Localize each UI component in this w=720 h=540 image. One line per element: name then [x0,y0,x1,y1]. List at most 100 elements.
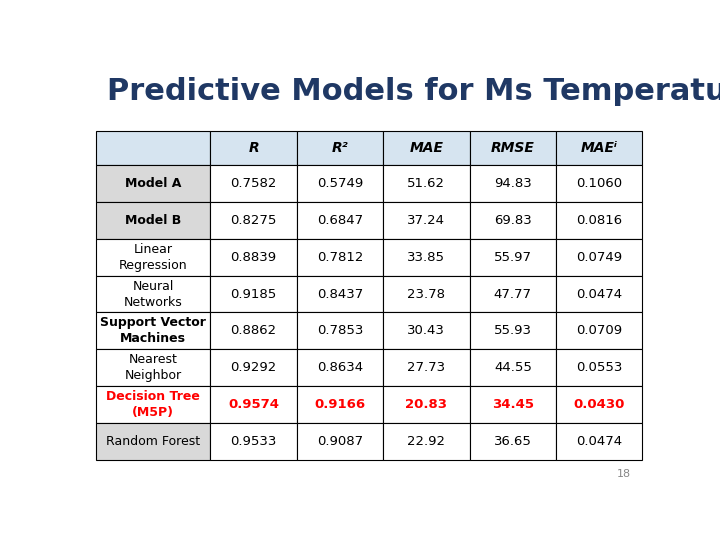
Text: MAEⁱ: MAEⁱ [581,141,618,155]
Bar [556,239,642,275]
Bar [297,202,383,239]
Text: R²: R² [332,141,348,155]
Text: 0.8862: 0.8862 [230,325,276,338]
Text: 0.0816: 0.0816 [576,214,622,227]
Bar [96,202,210,239]
Bar [297,275,383,313]
Bar [297,313,383,349]
Bar [556,275,642,313]
Bar [383,239,469,275]
Text: 44.55: 44.55 [494,361,532,374]
Bar [297,423,383,460]
Text: 20.83: 20.83 [405,398,447,411]
Text: 0.0474: 0.0474 [576,435,622,448]
Bar [383,275,469,313]
Bar [556,313,642,349]
Text: 0.9533: 0.9533 [230,435,276,448]
Text: 0.0430: 0.0430 [574,398,625,411]
Text: Support Vector
Machines: Support Vector Machines [100,316,206,346]
Bar [383,349,469,386]
Text: Model A: Model A [125,177,181,190]
Text: 0.9166: 0.9166 [315,398,366,411]
Text: 0.9087: 0.9087 [317,435,363,448]
Text: 0.9292: 0.9292 [230,361,276,374]
Bar [556,423,642,460]
Bar [469,349,556,386]
Bar [210,275,297,313]
Text: Predictive Models for Ms Temperature: Predictive Models for Ms Temperature [107,77,720,106]
Bar [469,165,556,202]
Text: 34.45: 34.45 [492,398,534,411]
Bar [297,386,383,423]
Text: 0.6847: 0.6847 [317,214,363,227]
Text: 0.8634: 0.8634 [317,361,363,374]
Bar [210,313,297,349]
Bar [96,423,210,460]
Bar [96,313,210,349]
Bar [383,131,469,165]
Bar [96,275,210,313]
Text: Nearest
Neighbor: Nearest Neighbor [125,353,181,382]
Text: 94.83: 94.83 [494,177,531,190]
Bar [383,165,469,202]
Text: 33.85: 33.85 [408,251,446,264]
Bar [383,313,469,349]
Bar [469,386,556,423]
Bar [297,131,383,165]
Bar [556,349,642,386]
Text: RMSE: RMSE [491,141,535,155]
Bar [96,386,210,423]
Bar [96,131,210,165]
Text: 37.24: 37.24 [408,214,446,227]
Text: 36.65: 36.65 [494,435,532,448]
Text: 30.43: 30.43 [408,325,446,338]
Text: 0.7582: 0.7582 [230,177,276,190]
Text: 0.7853: 0.7853 [317,325,363,338]
Text: 51.62: 51.62 [408,177,446,190]
Text: 18: 18 [617,469,631,478]
Text: 69.83: 69.83 [494,214,531,227]
Text: 0.1060: 0.1060 [576,177,622,190]
Bar [210,165,297,202]
Text: Random Forest: Random Forest [106,435,200,448]
Text: 0.7812: 0.7812 [317,251,363,264]
Bar [210,423,297,460]
Bar [469,202,556,239]
Bar [210,202,297,239]
Bar [556,386,642,423]
Bar [383,423,469,460]
Bar [469,275,556,313]
Bar [297,165,383,202]
Text: 0.0474: 0.0474 [576,287,622,301]
Text: Neural
Networks: Neural Networks [124,280,182,308]
Text: Decision Tree
(M5P): Decision Tree (M5P) [106,390,200,419]
Text: 55.97: 55.97 [494,251,532,264]
Text: Model B: Model B [125,214,181,227]
Bar [556,131,642,165]
Bar [210,131,297,165]
Text: 0.5749: 0.5749 [317,177,363,190]
Text: R: R [248,141,259,155]
Text: 55.93: 55.93 [494,325,532,338]
Bar [469,423,556,460]
Text: 0.9574: 0.9574 [228,398,279,411]
Bar [210,386,297,423]
Text: Linear
Regression: Linear Regression [119,242,187,272]
Bar [383,386,469,423]
Bar [556,165,642,202]
Bar [96,349,210,386]
Bar [210,239,297,275]
Text: 0.0749: 0.0749 [576,251,622,264]
Text: 0.8275: 0.8275 [230,214,276,227]
Text: 0.0553: 0.0553 [576,361,622,374]
Text: 0.8437: 0.8437 [317,287,363,301]
Bar [556,202,642,239]
Bar [96,165,210,202]
Bar [469,313,556,349]
Text: 0.0709: 0.0709 [576,325,622,338]
Text: 0.9185: 0.9185 [230,287,276,301]
Bar [297,239,383,275]
Text: 0.8839: 0.8839 [230,251,276,264]
Text: 22.92: 22.92 [408,435,446,448]
Bar [210,349,297,386]
